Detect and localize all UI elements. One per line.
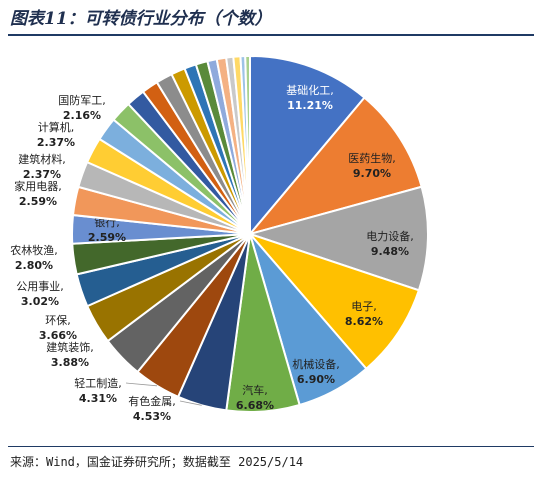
- slice-value-label: 9.48%: [371, 245, 409, 258]
- source-note: 来源：Wind，国金证券研究所；数据截至 2025/5/14: [10, 455, 304, 469]
- slice-value-label: 9.70%: [353, 167, 391, 180]
- slice-name-label: 环保,: [45, 313, 71, 327]
- leader-line: [125, 382, 158, 387]
- slice-name-label: 农林牧渔,: [10, 243, 58, 257]
- slice-name-label: 医药生物,: [348, 151, 396, 165]
- slice-name-label: 机械设备,: [292, 357, 340, 371]
- slice-value-label: 6.68%: [236, 399, 274, 412]
- slice-name-label: 汽车,: [242, 383, 268, 397]
- slice-value-label: 8.62%: [345, 315, 383, 328]
- slice-name-label: 建筑材料,: [18, 152, 66, 166]
- slice-value-label: 4.31%: [79, 392, 117, 405]
- pie-slice: [244, 54, 251, 235]
- slice-value-label: 3.88%: [51, 356, 89, 369]
- pie-chart: 基础化工, 11.21% 医药生物, 9.70% 电力设备, 9.48% 电子, 8.62% 机…: [10, 54, 429, 423]
- leader-line: [179, 400, 202, 406]
- slice-name-label: 电子,: [351, 300, 377, 313]
- slice-value-label: 2.59%: [88, 231, 126, 244]
- chart-title: 图表11：可转债行业分布（个数）: [10, 9, 272, 29]
- pie-slice: [247, 96, 423, 236]
- slice-name-label: 电力设备,: [366, 229, 414, 243]
- slice-name-label: 计算机,: [38, 120, 75, 134]
- slice-value-label: 2.16%: [63, 109, 101, 122]
- slice-name-label: 有色金属,: [128, 394, 176, 408]
- pie-slice: [246, 231, 421, 371]
- slice-name-label: 公用事业,: [16, 280, 64, 293]
- pie-slice: [249, 54, 366, 237]
- slice-name-label: 家用电器,: [14, 179, 62, 193]
- slice-value-label: 2.37%: [37, 136, 75, 149]
- slice-value-label: 2.80%: [15, 259, 53, 272]
- pie-slice: [246, 185, 429, 292]
- slice-name-label: 建筑装饰,: [46, 340, 94, 354]
- slice-value-label: 11.21%: [287, 99, 333, 112]
- slice-value-label: 3.66%: [39, 329, 77, 342]
- slice-value-label: 3.02%: [21, 295, 59, 308]
- slice-value-label: 2.37%: [23, 168, 61, 181]
- footer-divider: [8, 446, 534, 447]
- slice-value-label: 2.59%: [19, 195, 57, 208]
- slice-value-label: 6.90%: [297, 373, 335, 386]
- slice-name-label: 基础化工,: [286, 83, 334, 97]
- title-divider: [8, 34, 534, 36]
- slice-name-label: 国防军工,: [58, 93, 106, 107]
- slice-value-label: 4.53%: [133, 410, 171, 423]
- slice-name-label: 轻工制造,: [74, 376, 122, 390]
